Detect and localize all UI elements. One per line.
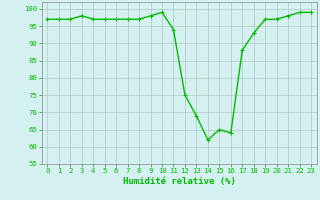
X-axis label: Humidité relative (%): Humidité relative (%)	[123, 177, 236, 186]
